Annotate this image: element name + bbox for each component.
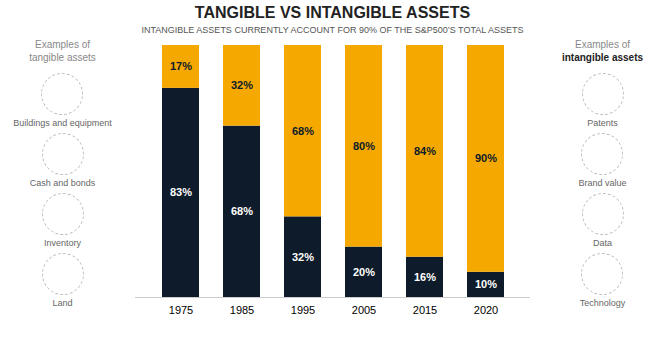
svg-text:83%: 83%	[170, 186, 192, 198]
html-text:Brand value: Brand value	[578, 178, 627, 188]
html-text:TANGIBLE VS INTANGIBLE ASSETS: TANGIBLE VS INTANGIBLE ASSETS	[194, 4, 471, 21]
html-text:Cash and bonds: Cash and bonds	[29, 178, 96, 188]
svg-text:32%: 32%	[231, 79, 253, 91]
svg-text:84%: 84%	[414, 145, 436, 157]
svg-text:90%: 90%	[475, 152, 497, 164]
html-text:Technology: Technology	[579, 298, 626, 308]
svg-text:80%: 80%	[353, 140, 375, 152]
svg-text:20%: 20%	[353, 266, 375, 278]
html-text:INTANGIBLE ASSETS CURRENTLY AC: INTANGIBLE ASSETS CURRENTLY ACCOUNT FOR …	[141, 25, 524, 35]
svg-text:68%: 68%	[231, 205, 253, 217]
html-text:Inventory: Inventory	[44, 238, 81, 248]
svg-text:32%: 32%	[292, 251, 314, 263]
svg-text:68%: 68%	[292, 125, 314, 137]
svg-text:2005: 2005	[352, 304, 376, 316]
html-text:Buildings and equipment: Buildings and equipment	[13, 118, 112, 128]
html-text:tangible assets: tangible assets	[29, 51, 96, 63]
svg-text:2020: 2020	[474, 304, 498, 316]
html-text:Examples of: Examples of	[35, 39, 90, 50]
svg-text:1995: 1995	[291, 304, 315, 316]
html-text:Land: Land	[52, 298, 73, 308]
html-text:Examples of: Examples of	[575, 39, 630, 50]
html-text:Patents: Patents	[587, 118, 618, 128]
svg-text:2015: 2015	[413, 304, 437, 316]
svg-text:1975: 1975	[169, 304, 193, 316]
svg-text:17%: 17%	[170, 60, 192, 72]
html-text:Data: Data	[593, 238, 612, 248]
html-text:intangible assets: intangible assets	[561, 51, 644, 63]
svg-text:16%: 16%	[414, 271, 436, 283]
svg-text:1985: 1985	[230, 304, 254, 316]
svg-text:10%: 10%	[475, 278, 497, 290]
